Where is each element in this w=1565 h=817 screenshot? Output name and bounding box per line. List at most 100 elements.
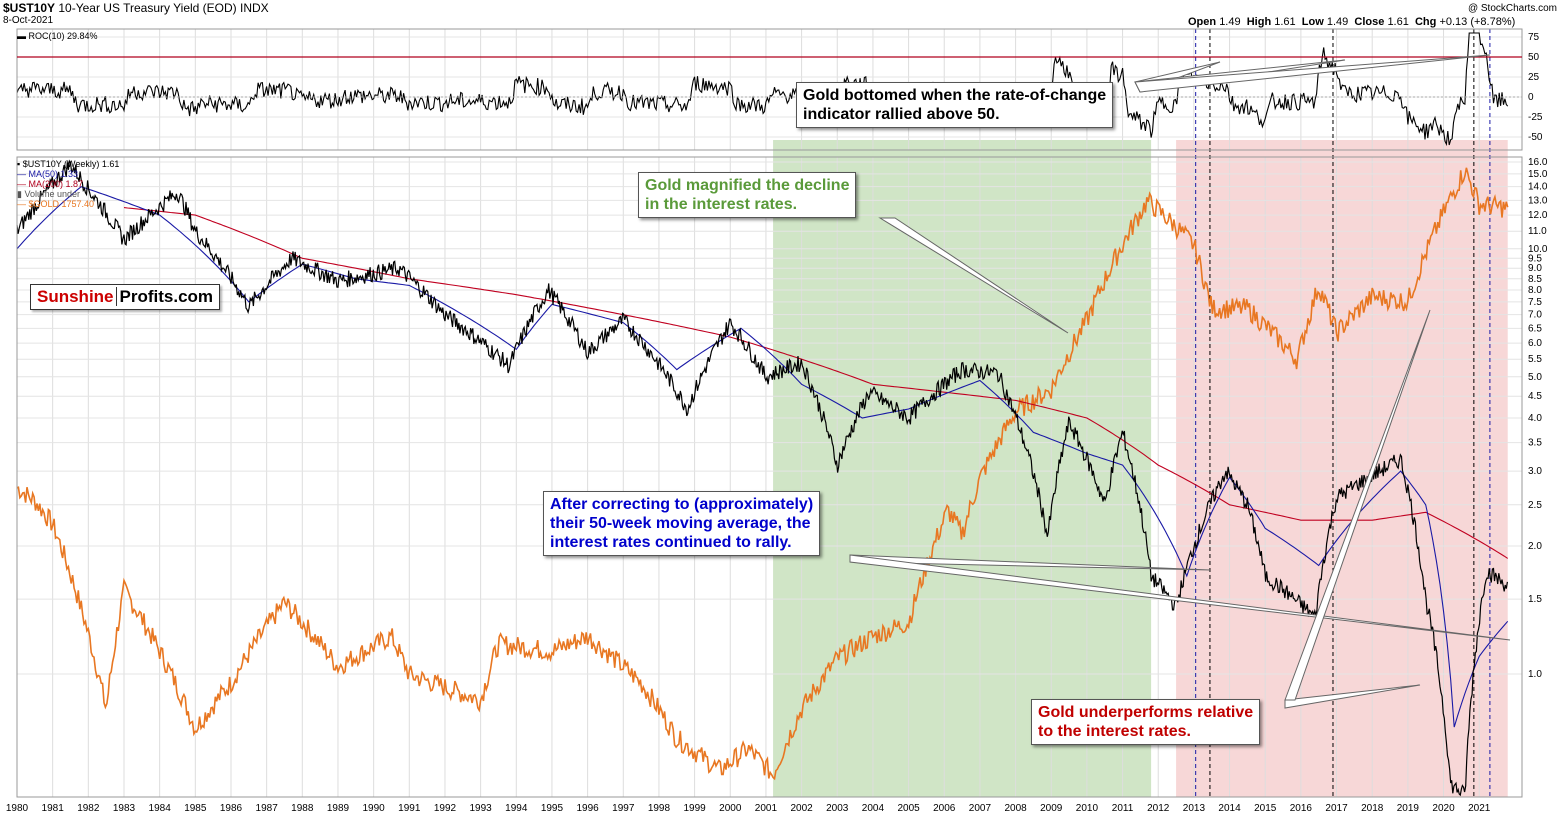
- x-tick-label: 1998: [648, 803, 671, 814]
- series-ust10y: [16, 159, 1508, 797]
- exchange: INDX: [240, 1, 269, 15]
- x-tick-label: 1994: [505, 803, 528, 814]
- x-tick-label: 2016: [1290, 803, 1313, 814]
- roc-legend-label: ROC(10) 29.84%: [28, 31, 98, 41]
- roc-tick-label: -25: [1528, 112, 1543, 123]
- series-ma200: [123, 207, 1509, 559]
- blue-pointer-2: [849, 554, 1511, 641]
- sunshine-profits-logo: Sunshine Profits.com: [30, 284, 221, 310]
- main-panel-frame: [16, 156, 1523, 798]
- high-value: 1.61: [1274, 16, 1296, 28]
- legend-yield-label: $UST10Y (Weekly) 1.61: [22, 159, 120, 169]
- legend-yield: ▪ $UST10Y (Weekly) 1.61: [17, 159, 120, 169]
- y-tick-label: 5.5: [1528, 354, 1542, 365]
- roc-tick-label: 25: [1528, 72, 1540, 83]
- y-tick-label: 4.5: [1528, 391, 1542, 402]
- green-callout: Gold magnified the decline in the intere…: [638, 172, 857, 218]
- y-tick-label: 12.0: [1528, 210, 1548, 221]
- logo-part2: Profits.com: [115, 287, 214, 306]
- roc-tick-label: 0: [1528, 92, 1534, 103]
- x-tick-label: 2012: [1147, 803, 1170, 814]
- y-tick-label: 6.5: [1528, 323, 1542, 334]
- roc-pointer-3: [1134, 54, 1491, 93]
- symbol-name: 10-Year US Treasury Yield (EOD): [58, 1, 237, 15]
- x-tick-label: 2003: [826, 803, 849, 814]
- x-tick-label: 1984: [149, 803, 172, 814]
- x-tick-label: 1980: [6, 803, 29, 814]
- y-tick-label: 2.5: [1528, 500, 1542, 511]
- roc-callout: Gold bottomed when the rate-of-change in…: [796, 82, 1114, 128]
- y-tick-label: 1.0: [1528, 669, 1542, 680]
- callout-pointers: [849, 54, 1511, 709]
- x-tick-label: 2004: [862, 803, 885, 814]
- x-tick-label: 1991: [398, 803, 421, 814]
- close-value: 1.61: [1387, 16, 1409, 28]
- x-tick-label: 2001: [755, 803, 778, 814]
- x-tick-label: 2005: [897, 803, 920, 814]
- chg-value: +0.13 (+8.78%): [1439, 16, 1516, 28]
- y-tick-label: 8.0: [1528, 285, 1542, 296]
- series-roc: [16, 32, 1509, 147]
- x-tick-label: 2018: [1361, 803, 1384, 814]
- credit[interactable]: @ StockCharts.com: [1467, 3, 1557, 14]
- shaded-zones: [773, 140, 1508, 797]
- x-tick-label: 2002: [790, 803, 813, 814]
- x-tick-label: 1987: [256, 803, 279, 814]
- x-tick-label: 1990: [363, 803, 386, 814]
- x-tick-label: 2008: [1004, 803, 1027, 814]
- x-tick-label: 1993: [470, 803, 493, 814]
- y-tick-label: 9.0: [1528, 263, 1542, 274]
- y-tick-label: 15.0: [1528, 169, 1548, 180]
- chart-date: 8-Oct-2021: [3, 15, 54, 26]
- axes: 1980 1981 1982 1983 1984 1985 1986 1987 1988 1989…: [6, 28, 1548, 814]
- red-callout: Gold underperforms relative to the inter…: [1031, 699, 1261, 745]
- x-tick-label: 1997: [612, 803, 635, 814]
- x-tick-label: 1983: [113, 803, 136, 814]
- series-lines: [16, 32, 1509, 797]
- x-tick-label: 2009: [1040, 803, 1063, 814]
- y-tick-label: 7.0: [1528, 310, 1542, 321]
- y-tick-label: 4.0: [1528, 413, 1542, 424]
- y-tick-label: 9.5: [1528, 253, 1542, 264]
- legend-volume: ▮ Volume under: [17, 189, 80, 199]
- red-pointer-1: [1284, 684, 1421, 709]
- y-tick-label: 3.5: [1528, 438, 1542, 449]
- y-tick-label: 2.0: [1528, 541, 1542, 552]
- legend-ma50: — MA(50) 1.33: [17, 169, 79, 179]
- shaded-period-green: [773, 140, 1152, 797]
- x-tick-label: 2013: [1183, 803, 1206, 814]
- x-tick-label: 1985: [184, 803, 207, 814]
- y-tick-label: 11.0: [1528, 226, 1547, 237]
- x-tick-label: 2011: [1112, 803, 1134, 814]
- y-tick-label: 1.5: [1528, 594, 1542, 605]
- low-value: 1.49: [1326, 16, 1349, 28]
- y-tick-label: 5.0: [1528, 372, 1542, 383]
- open-label: Open: [1188, 16, 1217, 28]
- y-tick-label: 16.0: [1528, 157, 1548, 168]
- x-tick-label: 2000: [719, 803, 742, 814]
- symbol: $UST10Y: [3, 1, 56, 15]
- y-tick-label: 8.5: [1528, 274, 1542, 285]
- legend-gold-label: $GOLD 1757.40: [28, 199, 95, 209]
- roc-tick-label: -50: [1528, 132, 1543, 143]
- x-tick-label: 2010: [1076, 803, 1099, 814]
- x-tick-label: 2021: [1468, 803, 1491, 814]
- shaded-period-red: [1176, 140, 1508, 797]
- legend-volume-label: Volume under: [24, 189, 80, 199]
- x-tick-label: 2014: [1218, 803, 1241, 814]
- green-pointer: [878, 217, 1069, 334]
- x-tick-label: 2019: [1397, 803, 1420, 814]
- logo-part1: Sunshine: [37, 287, 114, 306]
- roc-panel-frame: [16, 28, 1523, 151]
- y-tick-label: 6.0: [1528, 338, 1542, 349]
- y-tick-label: 3.0: [1528, 466, 1542, 477]
- roc-tick-label: 75: [1528, 32, 1540, 43]
- x-tick-label: 1988: [291, 803, 314, 814]
- legend-ma200: — MA(200) 1.87: [17, 179, 84, 189]
- blue-callout: After correcting to (approximately) thei…: [543, 491, 821, 556]
- chg-label: Chg: [1414, 16, 1437, 28]
- legend-ma200-label: MA(200) 1.87: [28, 179, 84, 189]
- x-tick-label: 1999: [683, 803, 706, 814]
- y-tick-label: 14.0: [1528, 182, 1548, 193]
